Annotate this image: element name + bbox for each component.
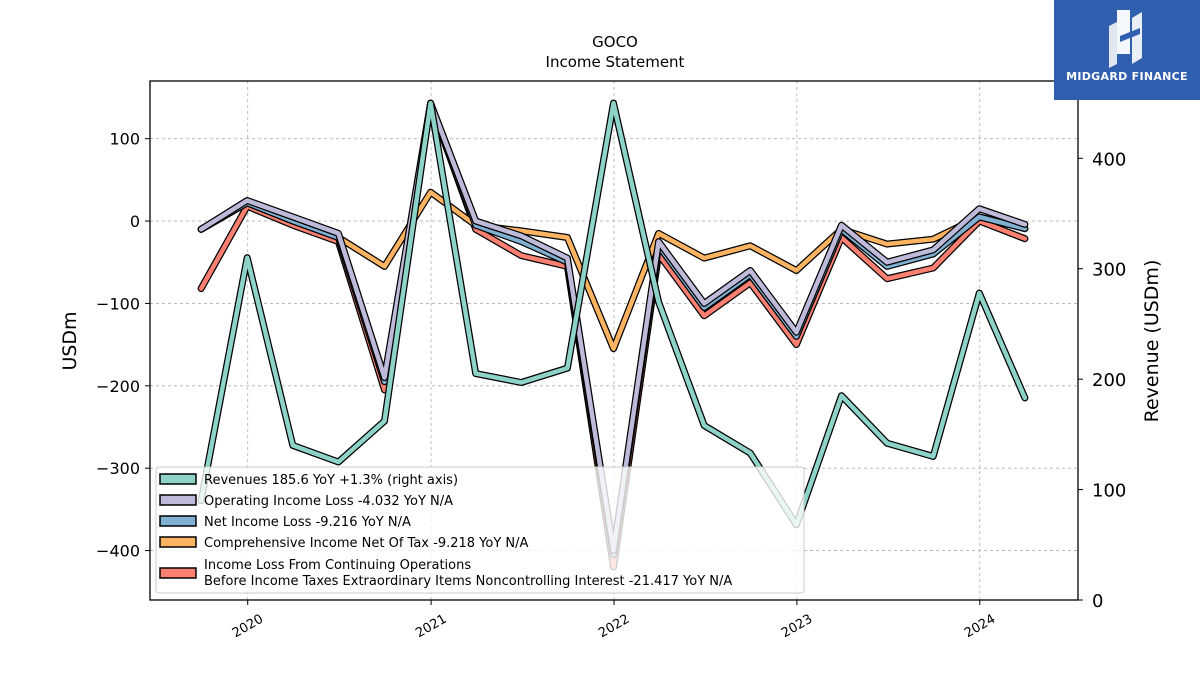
y-tick-label: −400 <box>96 542 140 561</box>
legend: Revenues 185.6 YoY +1.3% (right axis) Ope… <box>155 466 805 594</box>
legend-swatch <box>159 567 197 579</box>
x-tick-label: 2023 <box>779 612 815 642</box>
legend-label: Revenues 185.6 YoY +1.3% (right axis) <box>204 473 458 488</box>
logo-mark-icon <box>1109 10 1142 68</box>
y2-axis-label: Revenue (USDm) <box>1141 260 1163 423</box>
legend-label: Comprehensive Income Net Of Tax -9.218 Y… <box>204 536 529 551</box>
series-line-outline <box>197 188 1029 353</box>
x-tick-label: 2024 <box>962 612 998 642</box>
y-tick-label: 100 <box>109 130 140 149</box>
legend-box <box>155 466 805 594</box>
series-line <box>198 189 1028 351</box>
y2-tick-label: 300 <box>1092 260 1126 281</box>
legend-swatch <box>159 536 197 548</box>
x-tick-label: 2021 <box>413 612 449 642</box>
y-tick-label: −300 <box>96 459 140 478</box>
y-axis-label: USDm <box>59 311 81 370</box>
legend-label: Before Income Taxes Extraordinary Items … <box>204 574 732 589</box>
logo-text: MIDGARD FINANCE <box>1066 70 1188 83</box>
y2-tick-label: 400 <box>1092 149 1126 170</box>
series-line <box>198 100 1028 528</box>
legend-swatch <box>159 473 197 485</box>
y-tick-label: −200 <box>96 377 140 396</box>
x-tick-label: 2022 <box>596 612 632 642</box>
legend-swatch <box>159 494 197 506</box>
legend-label: Net Income Loss -9.216 YoY N/A <box>204 515 411 530</box>
x-tick-label: 2020 <box>230 612 266 642</box>
y-tick-label: 0 <box>130 212 140 231</box>
axes: 100 0 −100 −200 −300 −400 0 100 200 300 400 2020 202… <box>96 130 1126 642</box>
brand-logo: MIDGARD FINANCE <box>1054 0 1200 100</box>
chart-subtitle: Income Statement <box>546 53 685 71</box>
legend-swatch <box>159 515 197 527</box>
series-line-outline <box>197 99 1029 529</box>
chart-title: GOCO <box>592 33 638 51</box>
legend-label: Operating Income Loss -4.032 YoY N/A <box>204 494 453 509</box>
y-tick-label: −100 <box>96 294 140 313</box>
legend-label: Income Loss From Continuing Operations <box>204 558 471 573</box>
y2-tick-label: 200 <box>1092 370 1126 391</box>
y2-tick-label: 0 <box>1092 591 1103 612</box>
y2-tick-label: 100 <box>1092 481 1126 502</box>
